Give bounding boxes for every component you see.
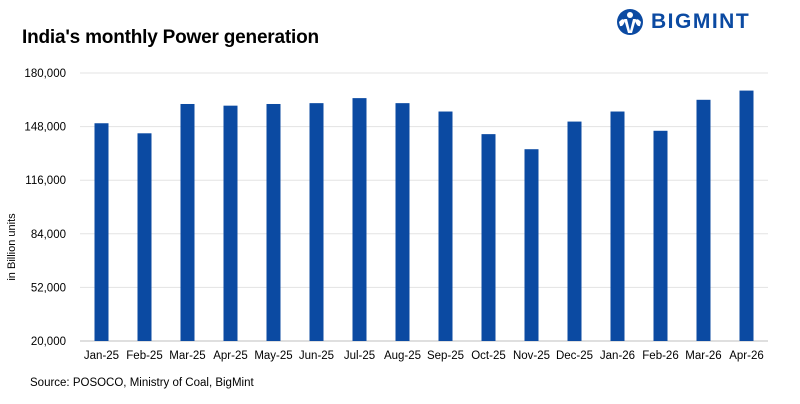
- bar: [567, 121, 582, 341]
- bar: [438, 111, 453, 342]
- y-tick-label: 148,000: [24, 122, 66, 134]
- x-tick-label: Jun-25: [299, 350, 334, 362]
- gridlines: [80, 72, 768, 342]
- x-tick-label: Aug-25: [384, 350, 421, 362]
- bar: [739, 90, 754, 342]
- x-tick-label: Feb-26: [642, 350, 678, 362]
- y-tick-label: 84,000: [31, 229, 66, 241]
- x-tick-label: Jul-25: [344, 350, 375, 362]
- x-tick-label: Apr-25: [213, 350, 248, 362]
- bar: [610, 111, 625, 342]
- x-tick-label: Feb-25: [126, 350, 162, 362]
- bar: [180, 103, 195, 341]
- bigmint-globe-icon: [617, 9, 643, 35]
- bar: [352, 98, 367, 341]
- y-tick-label: 116,000: [25, 175, 66, 187]
- brand-logo: BIGMINT: [615, 6, 750, 38]
- bar: [223, 105, 238, 341]
- x-tick-label: Jan-25: [84, 350, 119, 362]
- bar: [309, 103, 324, 342]
- x-tick-label: Nov-25: [513, 350, 550, 362]
- bar: [395, 103, 410, 342]
- x-tick-label: Jan-26: [600, 350, 635, 362]
- x-tick-label: May-25: [254, 350, 292, 362]
- x-tick-label: Dec-25: [556, 350, 593, 362]
- bar: [481, 134, 496, 341]
- x-tick-label: Mar-25: [169, 350, 205, 362]
- brand-name: BIGMINT: [651, 10, 751, 33]
- x-tick-label: Apr-26: [729, 350, 764, 362]
- bar: [653, 130, 668, 341]
- y-tick-label: 20,000: [31, 336, 66, 348]
- bars: [94, 90, 754, 342]
- bar: [94, 123, 109, 341]
- bar: [696, 99, 711, 341]
- bar: [266, 103, 281, 341]
- source-note: Source: POSOCO, Ministry of Coal, BigMin…: [30, 377, 254, 389]
- x-axis-ticks: Jan-25 Feb-25 Mar-25 Apr-25 May-25 Jun-25 Jul-…: [84, 350, 764, 362]
- x-tick-label: Mar-26: [685, 350, 721, 362]
- x-tick-label: Oct-25: [471, 350, 506, 362]
- bar: [137, 133, 152, 341]
- bar: [524, 149, 539, 341]
- y-axis-ticks: 20,000 52,000 84,000 116,000 148,000 180,000: [24, 68, 66, 348]
- x-tick-label: Sep-25: [427, 350, 464, 362]
- y-tick-label: 180,000: [24, 68, 66, 80]
- y-tick-label: 52,000: [31, 282, 66, 294]
- chart-title: India's monthly Power generation: [22, 27, 319, 48]
